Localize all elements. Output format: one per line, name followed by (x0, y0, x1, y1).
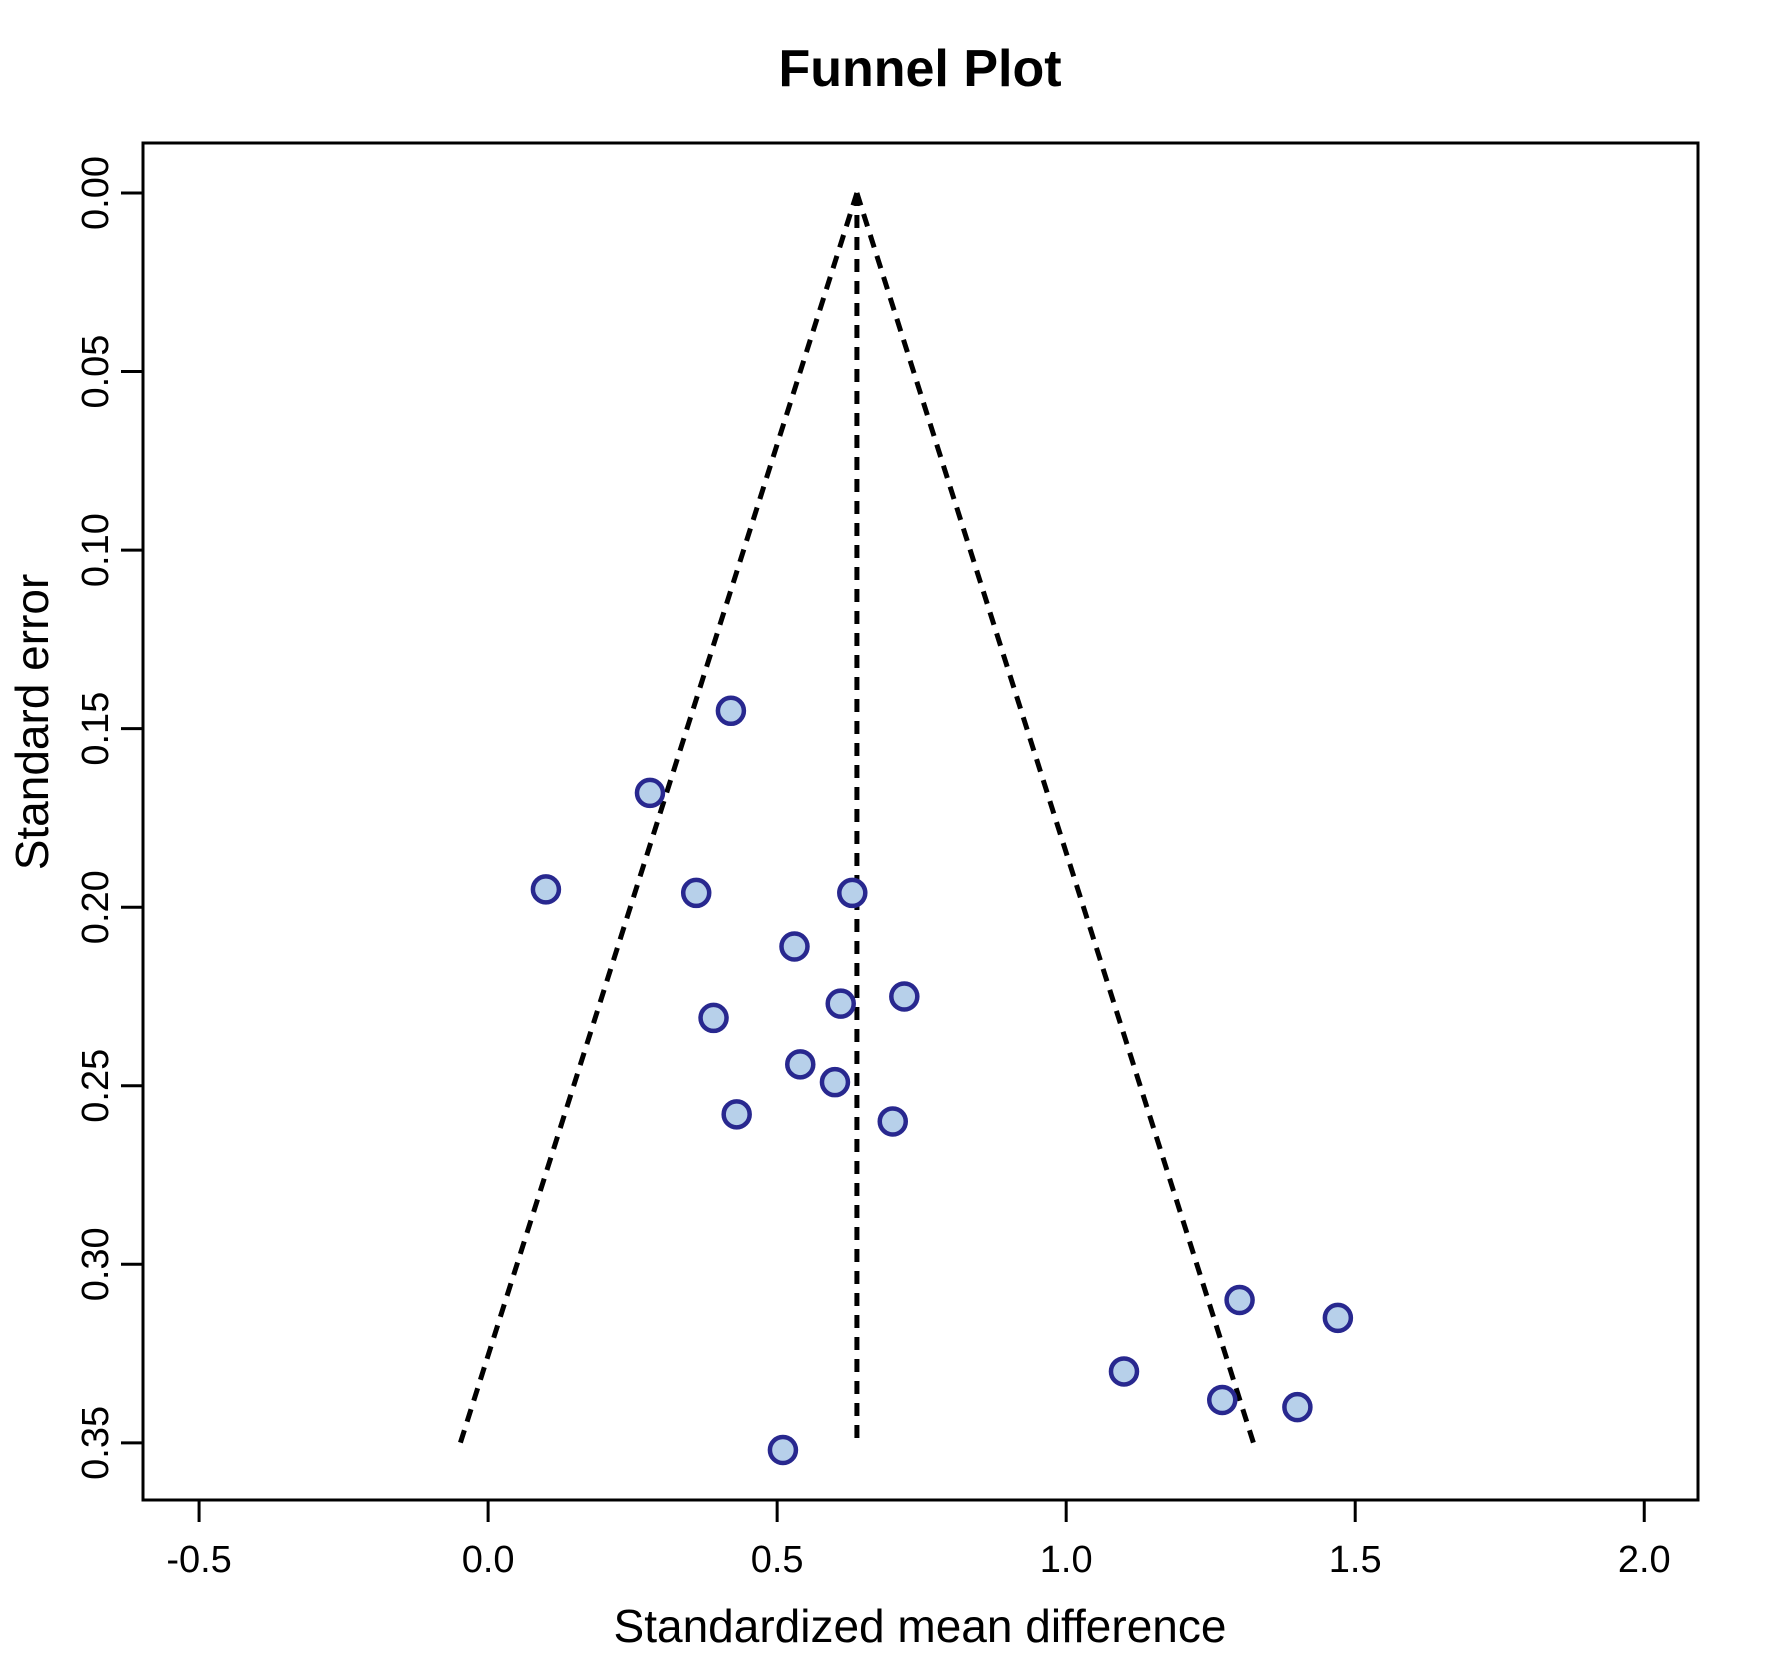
data-point (877, 1106, 909, 1137)
y-axis-label: Standard error (6, 574, 58, 871)
data-point (819, 1066, 851, 1098)
points-layer (530, 695, 1354, 1466)
data-point (1282, 1391, 1313, 1423)
x-axis-tick-label: -0.5 (166, 1539, 231, 1581)
data-point (837, 877, 868, 909)
y-axis-tick-label: 0.25 (75, 1049, 117, 1123)
data-point (779, 931, 810, 962)
x-axis-label: Standardized mean difference (614, 1600, 1227, 1652)
data-point (715, 695, 747, 727)
data-point (698, 1002, 729, 1034)
data-point (1108, 1356, 1140, 1387)
data-point (767, 1434, 799, 1466)
data-point (530, 874, 562, 905)
data-point (1224, 1284, 1255, 1316)
data-point (825, 988, 856, 1019)
y-axis-tick-label: 0.20 (75, 870, 117, 944)
y-axis-tick-label: 0.10 (75, 513, 117, 587)
funnel-left-boundary-line (455, 192, 860, 1451)
data-point (889, 981, 920, 1012)
x-axis-tick-label: 1.0 (1040, 1539, 1093, 1581)
y-axis-tick-label: 0.30 (75, 1227, 117, 1301)
chart-title: Funnel Plot (778, 40, 1061, 98)
x-axis-tick-label: 0.5 (751, 1539, 804, 1581)
axes-layer: -0.5 0.0 0.5 1.0 1.5 2.0 0.00 0.05 0.10 0.15 0.20 0… (75, 141, 1700, 1581)
x-axis-tick-label: 1.5 (1329, 1539, 1382, 1581)
data-point (634, 777, 666, 809)
data-point (1322, 1302, 1354, 1334)
data-point (721, 1099, 752, 1130)
y-axis-tick-label: 0.05 (75, 335, 117, 409)
x-axis-tick-label: 2.0 (1618, 1539, 1671, 1581)
y-axis-tick-label: 0.35 (75, 1406, 117, 1480)
funnel-layer (455, 192, 1259, 1451)
y-axis-tick-label: 0.00 (75, 156, 117, 230)
y-axis-tick-label: 0.15 (75, 692, 117, 766)
data-point (680, 877, 712, 909)
funnel-right-boundary-line (854, 192, 1259, 1451)
plot-border (141, 141, 1700, 1502)
data-point (1207, 1384, 1238, 1416)
data-point (785, 1049, 816, 1080)
x-axis-tick-label: 0.0 (462, 1539, 515, 1581)
